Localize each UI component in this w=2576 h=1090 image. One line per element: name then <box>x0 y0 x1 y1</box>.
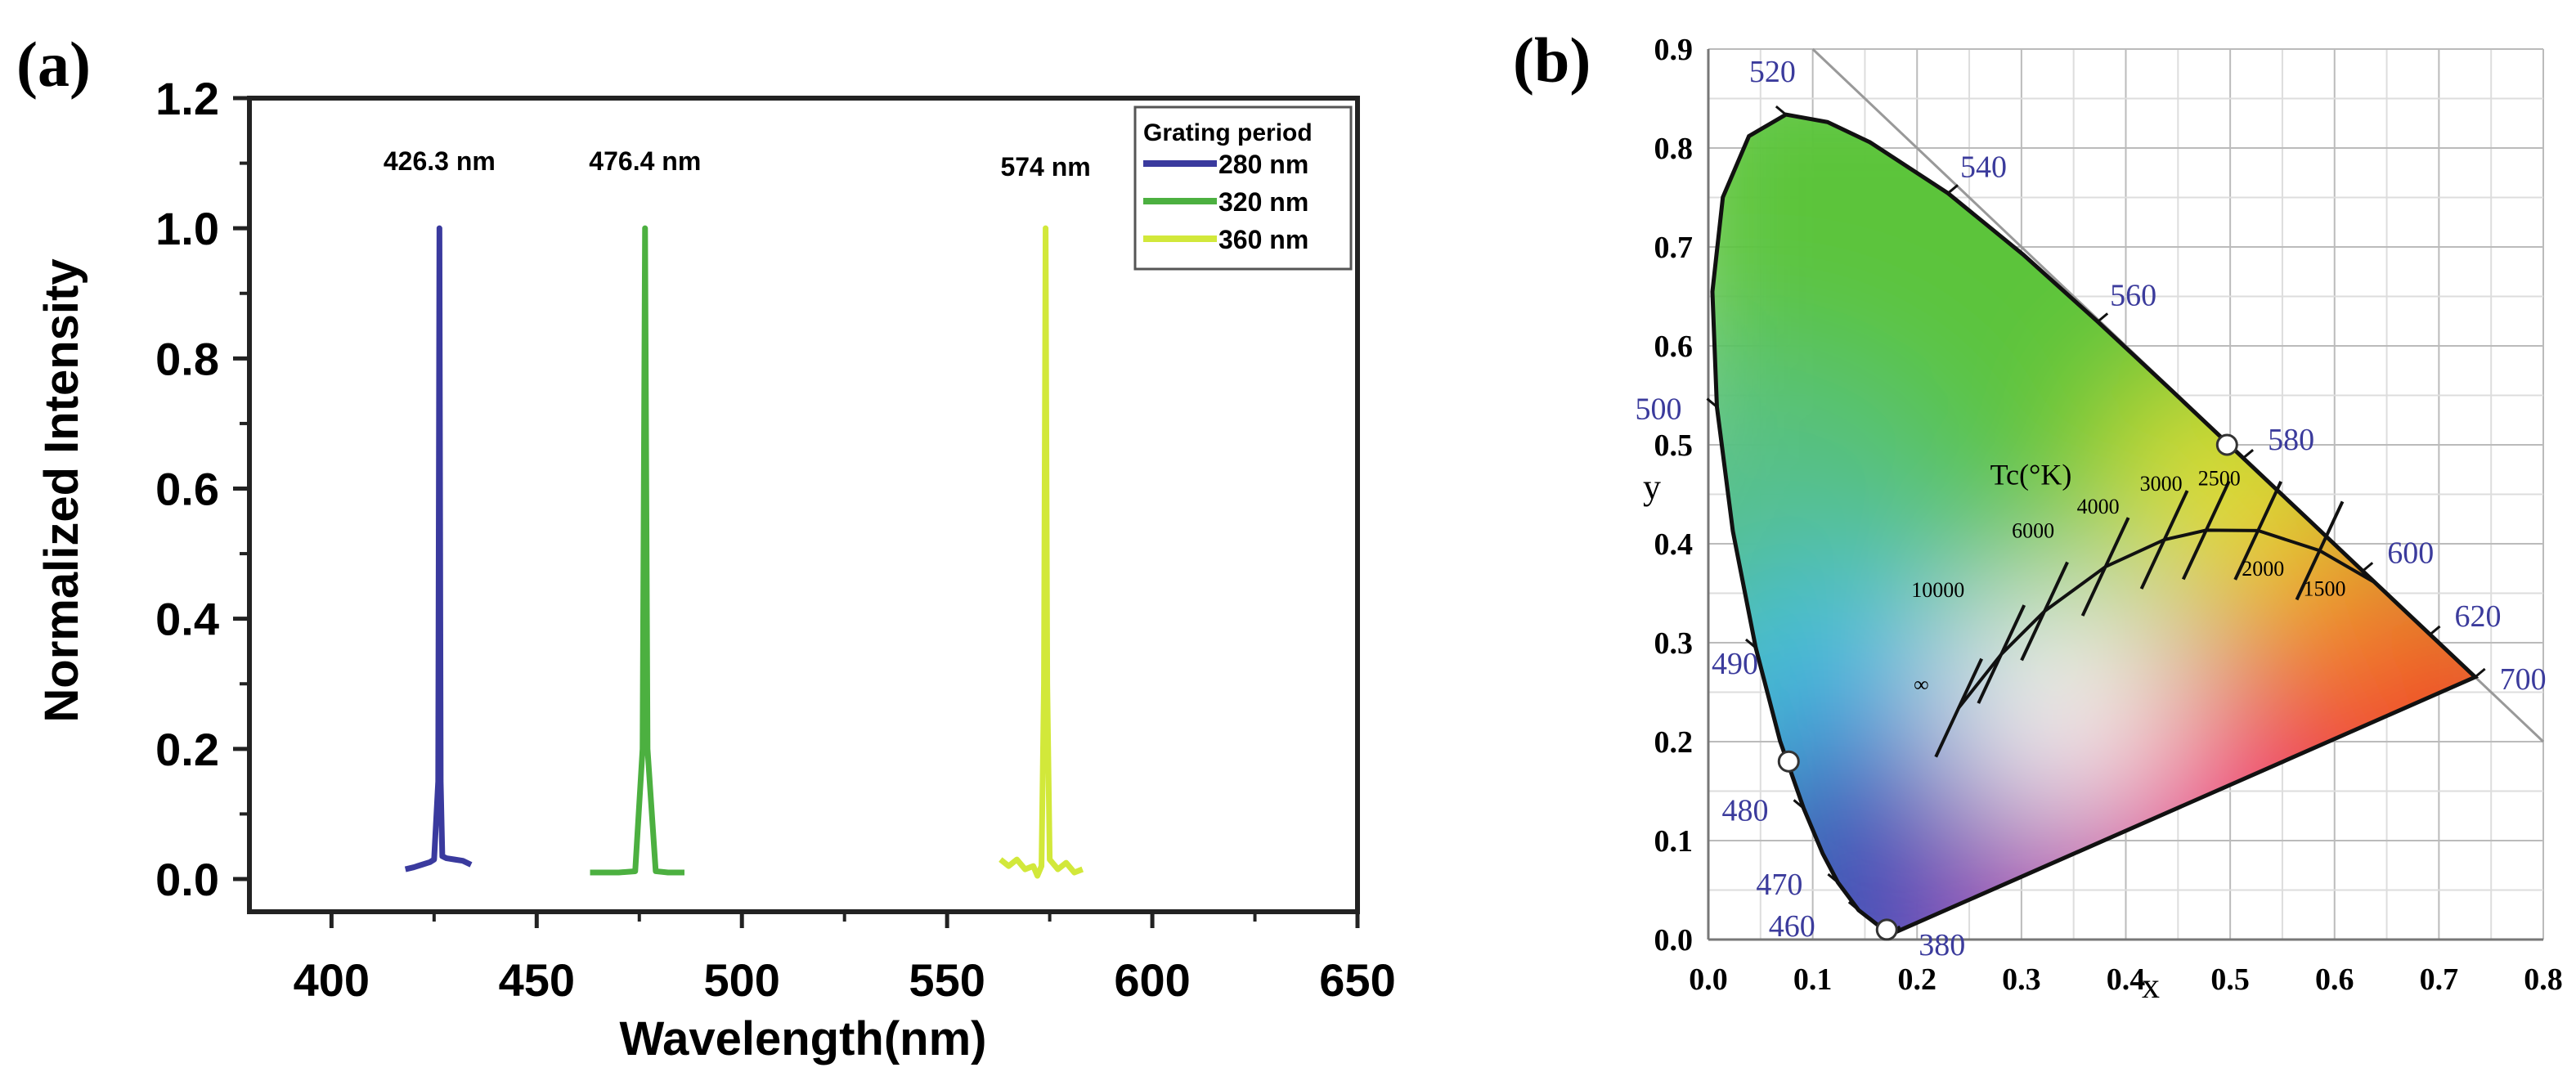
spectrum-line-320nm <box>590 225 684 876</box>
wavelength-label: 620 <box>2455 599 2502 634</box>
cct-label: 1500 <box>2303 576 2345 600</box>
wavelength-label: 600 <box>2387 536 2434 570</box>
wavelength-label: 500 <box>1635 392 1681 427</box>
x-tick-label-b: 0.0 <box>1689 962 1728 997</box>
x-tick-label-a: 450 <box>499 954 575 1006</box>
wavelength-label: 560 <box>2110 278 2156 312</box>
y-tick-label-b: 0.5 <box>1654 428 1694 463</box>
isotherm-line <box>2139 490 2189 590</box>
wavelength-tick <box>1827 872 1839 884</box>
plot-frame-a <box>247 96 1360 914</box>
panel-a-label: (a) <box>16 29 91 100</box>
y-tick-label-b: 0.4 <box>1654 527 1694 562</box>
cct-label: 10000 <box>1911 578 1964 602</box>
x-axis-title-b: x <box>2142 966 2160 1006</box>
x-axis-title-a: Wavelength(nm) <box>620 1012 987 1065</box>
y-tick-label-a: 0.4 <box>155 594 219 645</box>
peak-label: 426.3 nm <box>384 146 496 176</box>
y-tick-label-a: 0.2 <box>155 724 219 775</box>
wavelength-label: 700 <box>2500 662 2547 697</box>
x-tick-label-b: 0.8 <box>2524 962 2563 997</box>
cct-label: 6000 <box>2012 519 2054 543</box>
y-tick-label-a: 1.0 <box>155 203 219 254</box>
wavelength-tick <box>1793 799 1805 810</box>
wavelength-tick <box>1775 105 1787 116</box>
wavelength-tick <box>1744 638 1757 649</box>
wavelength-tick <box>1706 397 1718 408</box>
isotherm-line <box>2233 481 2283 581</box>
x-tick-label-b: 0.2 <box>1898 962 1937 997</box>
isotherm-line <box>2181 480 2231 581</box>
wavelength-tick <box>2474 667 2486 679</box>
legend-title: Grating period <box>1143 119 1313 146</box>
cct-label: 2500 <box>2198 466 2241 490</box>
x-tick-label-b: 0.1 <box>1793 962 1833 997</box>
wavelength-label: 480 <box>1722 793 1769 828</box>
isotherm-line <box>2080 517 2130 617</box>
x-tick-label-a: 400 <box>294 954 370 1006</box>
wavelength-tick <box>1947 184 1959 195</box>
x-tick-label-b: 0.7 <box>2420 962 2459 997</box>
panel-b-label: (b) <box>1513 25 1591 96</box>
x-tick-label-b: 0.5 <box>2210 962 2250 997</box>
y-tick-label-b: 0.9 <box>1654 33 1694 67</box>
legend-label: 280 nm <box>1218 150 1308 179</box>
wavelength-tick <box>1847 900 1860 912</box>
isotherm-line <box>1934 657 1983 758</box>
y-axis-title-a: Normalized Intensity <box>35 258 88 722</box>
legend-label: 320 nm <box>1218 187 1308 217</box>
wavelength-label: 540 <box>1960 150 2007 184</box>
spectrum-line-280nm <box>404 225 473 872</box>
peak-label: 574 nm <box>1000 152 1090 182</box>
y-tick-label-b: 0.2 <box>1654 725 1694 760</box>
wavelength-tick <box>2429 625 2441 636</box>
y-tick-label-a: 0.0 <box>155 854 219 905</box>
spectrum-line-360nm <box>999 225 1084 879</box>
x-tick-label-a: 550 <box>909 954 985 1006</box>
x-tick-label-b: 0.4 <box>2107 962 2146 997</box>
wavelength-label: 580 <box>2268 423 2314 457</box>
wavelength-tick <box>2242 449 2255 460</box>
wavelength-label: 380 <box>1919 928 1965 962</box>
cct-label: ∞ <box>1914 673 1929 697</box>
panel-a: (a) 400 450 500 550 600 650 0.0 0.2 0.4 0.6 0.8 1.0… <box>16 29 1396 1065</box>
y-tick-label-b: 0.7 <box>1654 231 1694 265</box>
cct-label: 3000 <box>2140 472 2183 496</box>
cct-label: 2000 <box>2242 557 2284 581</box>
isotherm-line <box>1977 604 2026 704</box>
x-tick-label-b: 0.3 <box>2002 962 2041 997</box>
x-tick-label-b: 0.6 <box>2315 962 2354 997</box>
x-tick-label-a: 650 <box>1319 954 1395 1006</box>
y-tick-label-a: 0.8 <box>155 333 219 384</box>
y-tick-label-a: 1.2 <box>155 73 219 124</box>
wavelength-label: 460 <box>1769 909 1815 944</box>
marked-point <box>2215 433 2238 456</box>
wavelength-label: 470 <box>1756 868 1802 902</box>
y-tick-label-b: 0.1 <box>1654 824 1694 859</box>
y-axis-title-b: y <box>1643 467 1661 507</box>
y-tick-label-b: 0.3 <box>1654 626 1694 661</box>
y-tick-label-b: 0.6 <box>1654 330 1694 364</box>
panel-b: (b) 0.0 0.1 0.2 0.3 0.4 0.5 0.6 0.7 0.8 0.0 0.1 0.2… <box>1513 25 2563 1006</box>
wavelength-tick <box>2362 562 2374 572</box>
isotherm-line <box>2020 561 2069 662</box>
cct-label: 4000 <box>2077 495 2120 518</box>
y-tick-label-a: 0.6 <box>155 464 219 515</box>
marked-point <box>1777 750 1800 773</box>
legend: Grating period 280 nm 320 nm 360 nm <box>1133 105 1353 271</box>
x-tick-label-a: 600 <box>1114 954 1190 1006</box>
isotherm-line <box>2295 500 2345 601</box>
peak-label: 476.4 nm <box>589 146 701 176</box>
y-tick-label-b: 0.8 <box>1654 132 1694 166</box>
spectral-locus <box>1710 112 2480 937</box>
wavelength-label: 490 <box>1712 647 1758 681</box>
x-tick-label-a: 500 <box>704 954 780 1006</box>
wavelength-tick <box>2097 312 2109 323</box>
y-tick-label-b: 0.0 <box>1654 923 1694 958</box>
cct-title: Tc(°K) <box>1990 458 2072 491</box>
wavelength-label: 520 <box>1749 55 1796 89</box>
marked-point <box>1875 918 1898 941</box>
legend-label: 360 nm <box>1218 225 1308 254</box>
